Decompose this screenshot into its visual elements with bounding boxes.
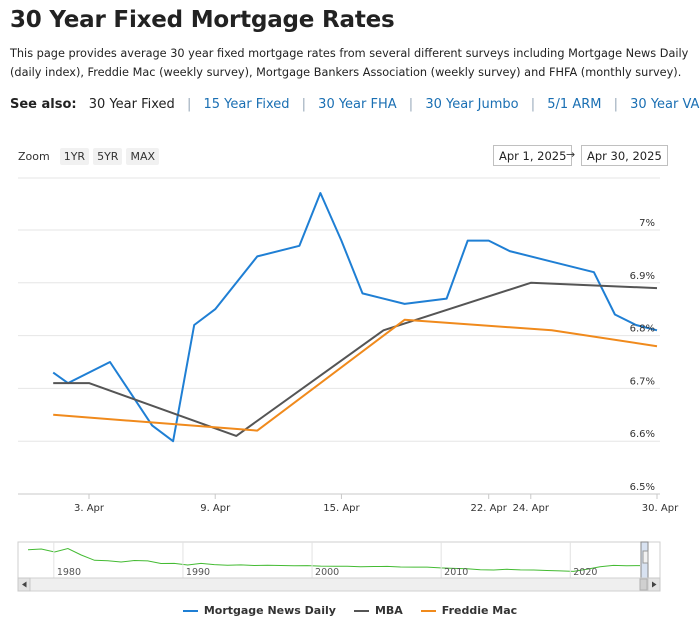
scrollbar-thumb[interactable]	[639, 578, 648, 591]
x-tick-label: 3. Apr	[74, 503, 105, 514]
see-also-separator: |	[301, 97, 307, 112]
see-also-label: See also:	[10, 97, 77, 112]
chart-legend: Mortgage News Daily MBA Freddie Mac	[0, 604, 700, 617]
navigator-handle[interactable]	[642, 550, 649, 564]
see-also-current: 30 Year Fixed	[88, 97, 175, 112]
zoom-5yr-button[interactable]: 5YR	[93, 148, 123, 165]
zoom-max-button[interactable]: MAX	[126, 148, 160, 165]
y-tick-label: 6.8%	[630, 324, 655, 335]
legend-label-freddie: Freddie Mac	[441, 604, 518, 617]
legend-label-mba: MBA	[374, 604, 403, 617]
y-tick-label: 6.5%	[630, 482, 655, 493]
zoom-label: Zoom	[18, 150, 50, 163]
legend-label-mnd: Mortgage News Daily	[203, 604, 336, 617]
navigator-year-label: 2020	[573, 567, 597, 578]
axes: 6.5% 6.6% 6.7% 6.8% 6.9% 7% 3. Apr 9. Apr 15. Ap…	[74, 218, 679, 514]
navigator[interactable]: 1980 1990 2000 2010 2020	[17, 541, 661, 592]
x-tick-label: 22. Apr	[471, 503, 508, 514]
link-15-year-fixed[interactable]: 15 Year Fixed	[203, 97, 290, 112]
see-also-separator: |	[186, 97, 192, 112]
navigator-year-label: 1980	[57, 567, 81, 578]
navigator-series	[27, 547, 641, 572]
page-title: 30 Year Fixed Mortgage Rates	[10, 7, 395, 33]
page-intro: This page provides average 30 year fixed…	[10, 47, 689, 79]
series-line-mba	[53, 281, 658, 437]
navigator-frame	[17, 541, 661, 579]
y-tick-label: 7%	[639, 218, 655, 229]
chevron-right-icon	[652, 581, 657, 588]
y-tick-label: 6.6%	[630, 429, 655, 440]
series-line-freddie	[53, 318, 658, 432]
navigator-year-label: 1990	[186, 567, 210, 578]
series-lines	[52, 192, 658, 443]
link-30-year-va[interactable]: 30 Year VA	[630, 97, 700, 112]
legend-swatch-mba	[353, 609, 369, 612]
chevron-left-icon	[22, 581, 27, 588]
link-5-1-arm[interactable]: 5/1 ARM	[547, 97, 602, 112]
legend-item-freddie[interactable]: Freddie Mac	[420, 604, 518, 617]
legend-swatch-freddie	[420, 609, 436, 612]
range-to-input[interactable]: Apr 30, 2025	[581, 145, 668, 166]
zoom-1yr-button[interactable]: 1YR	[59, 148, 90, 165]
range-from-input[interactable]: Apr 1, 2025	[493, 145, 573, 166]
x-tick-label: 15. Apr	[323, 503, 360, 514]
see-also-separator: |	[613, 97, 619, 112]
see-also-separator: |	[530, 97, 536, 112]
series-line-mnd	[52, 192, 658, 443]
zoom-controls: Zoom 1YR 5YR MAX	[18, 148, 163, 165]
grid-lines	[18, 177, 660, 495]
legend-swatch-mnd	[182, 609, 198, 612]
legend-item-mba[interactable]: MBA	[353, 604, 403, 617]
x-tick-label: 24. Apr	[513, 503, 550, 514]
x-tick-label: 9. Apr	[200, 503, 231, 514]
x-tick-label: 30. Apr	[642, 503, 679, 514]
legend-item-mnd[interactable]: Mortgage News Daily	[182, 604, 336, 617]
navigator-year-label: 2000	[315, 567, 339, 578]
y-tick-label: 6.7%	[630, 376, 655, 387]
link-30-year-jumbo[interactable]: 30 Year Jumbo	[425, 97, 519, 112]
see-also-separator: |	[408, 97, 414, 112]
see-also-nav: See also: 30 Year Fixed | 15 Year Fixed …	[10, 97, 699, 112]
link-30-year-fha[interactable]: 30 Year FHA	[318, 97, 397, 112]
y-tick-label: 6.9%	[630, 271, 655, 282]
navigator-year-label: 2010	[444, 567, 468, 578]
range-arrow: →	[566, 148, 576, 161]
navigator-scrollbar[interactable]	[17, 577, 661, 592]
